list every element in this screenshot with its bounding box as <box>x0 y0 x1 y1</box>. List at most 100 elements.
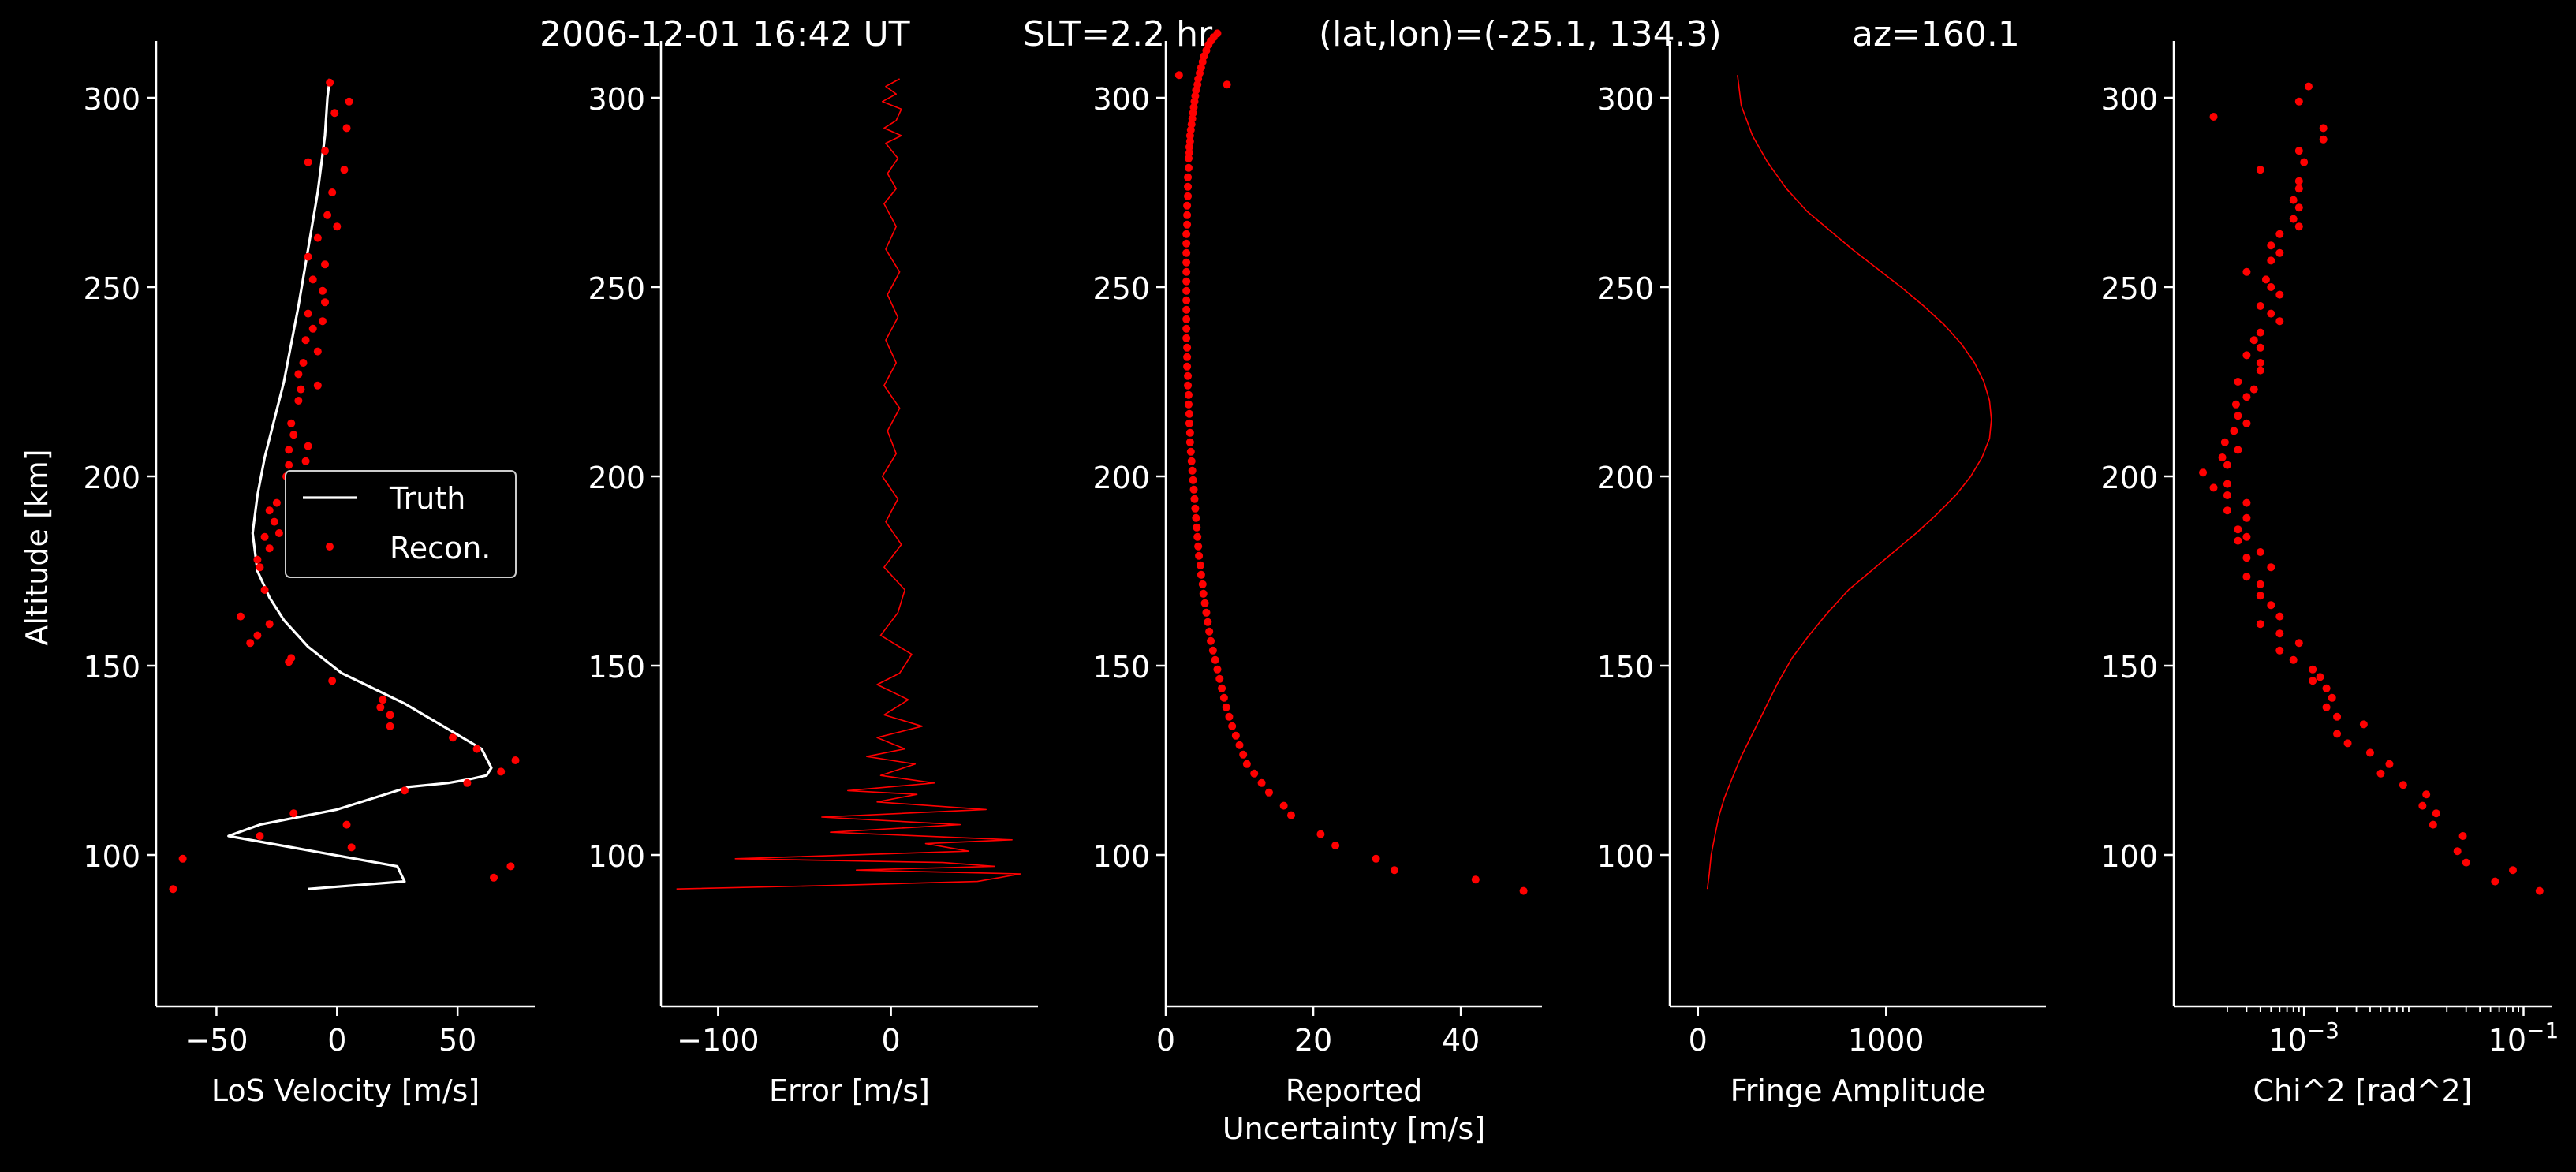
y-tick-label: 100 <box>1596 839 1654 874</box>
y-tick-label: 100 <box>1092 839 1150 874</box>
data-point <box>1182 324 1191 333</box>
data-point <box>1235 741 1244 749</box>
data-point <box>2242 267 2251 276</box>
data-point <box>449 733 457 742</box>
data-point <box>1182 334 1191 342</box>
data-point <box>2242 393 2251 401</box>
data-point <box>2359 720 2368 729</box>
data-point <box>2491 877 2499 886</box>
data-point <box>2242 498 2251 507</box>
data-point <box>1188 466 1197 475</box>
data-point <box>2256 343 2264 352</box>
data-point <box>285 461 293 469</box>
y-tick-label: 100 <box>2100 839 2158 874</box>
data-point <box>2319 124 2328 133</box>
data-point <box>1239 750 1248 759</box>
y-tick-label: 200 <box>83 461 140 495</box>
data-point <box>2223 461 2231 469</box>
data-point <box>1198 580 1207 588</box>
y-tick-label: 200 <box>1092 461 1150 495</box>
data-point <box>1242 760 1251 768</box>
data-point <box>2199 468 2208 477</box>
data-point <box>1184 173 1193 181</box>
data-point <box>2223 506 2231 515</box>
data-point <box>1390 866 1398 875</box>
data-point <box>506 862 515 871</box>
data-point <box>400 786 409 795</box>
data-point <box>2234 378 2242 386</box>
data-point <box>1287 811 1295 819</box>
data-point <box>313 233 322 242</box>
data-point <box>321 298 330 307</box>
data-point <box>376 703 385 711</box>
y-tick-label: 200 <box>2100 461 2158 495</box>
x-axis-label: Chi^2 [rad^2] <box>2253 1073 2473 1108</box>
data-point <box>345 97 353 106</box>
data-point <box>2328 693 2336 702</box>
data-point <box>2249 385 2258 394</box>
data-point <box>287 419 296 427</box>
data-point <box>2256 359 2264 367</box>
data-point <box>2322 684 2331 692</box>
data-point <box>294 397 303 405</box>
data-point <box>2242 419 2251 427</box>
data-point <box>2294 203 2303 212</box>
legend-recon-swatch <box>326 543 334 551</box>
data-point <box>321 147 330 155</box>
data-point <box>2256 302 2264 310</box>
data-point <box>2267 601 2275 610</box>
data-point <box>1372 854 1380 863</box>
data-point <box>1185 148 1193 157</box>
truth-line <box>227 78 493 890</box>
data-point <box>2535 886 2544 895</box>
data-point <box>1213 29 1222 38</box>
data-point <box>1207 636 1215 645</box>
data-point <box>2422 790 2431 799</box>
data-point <box>304 442 312 450</box>
data-point <box>511 756 520 764</box>
data-point <box>1228 722 1237 730</box>
y-tick-label: 250 <box>588 271 645 306</box>
data-point <box>1195 551 1204 560</box>
data-point <box>2267 256 2275 265</box>
data-point <box>2275 290 2284 299</box>
data-point <box>1185 419 1193 427</box>
data-point <box>463 778 472 787</box>
data-point <box>2304 82 2313 91</box>
data-point <box>1182 305 1191 314</box>
data-point <box>1215 674 1224 683</box>
data-point <box>1223 80 1231 89</box>
data-point <box>313 381 322 390</box>
y-tick-label: 150 <box>83 650 140 685</box>
data-point <box>2209 113 2218 121</box>
x-tick-label: 1000 <box>1848 1023 1925 1058</box>
data-point <box>326 78 334 87</box>
x-tick-label: 20 <box>1294 1023 1332 1058</box>
data-point <box>2242 554 2251 562</box>
data-point <box>237 612 245 621</box>
data-point <box>490 873 498 882</box>
data-point <box>2294 639 2303 648</box>
data-point <box>2458 832 2467 840</box>
data-point <box>1199 589 1208 598</box>
x-tick-label: −100 <box>677 1023 759 1058</box>
y-tick-label: 200 <box>588 461 645 495</box>
data-point <box>2256 548 2264 556</box>
data-point <box>1184 163 1193 172</box>
data-point <box>330 109 339 118</box>
data-point <box>299 359 308 367</box>
x-axis-label: Fringe Amplitude <box>1730 1073 1986 1108</box>
data-point <box>2275 629 2284 638</box>
y-axis-label: Altitude [km] <box>20 449 54 645</box>
data-point <box>2267 241 2275 250</box>
data-point <box>1204 618 1212 626</box>
data-point <box>379 696 387 704</box>
data-point <box>301 457 310 465</box>
data-point <box>274 529 283 537</box>
data-point <box>2385 760 2394 768</box>
data-point <box>328 677 337 685</box>
data-point <box>1219 693 1228 702</box>
x-tick-label: 10−3 <box>2268 1017 2339 1058</box>
legend-recon-label: Recon. <box>390 531 491 565</box>
data-point <box>2275 248 2284 257</box>
